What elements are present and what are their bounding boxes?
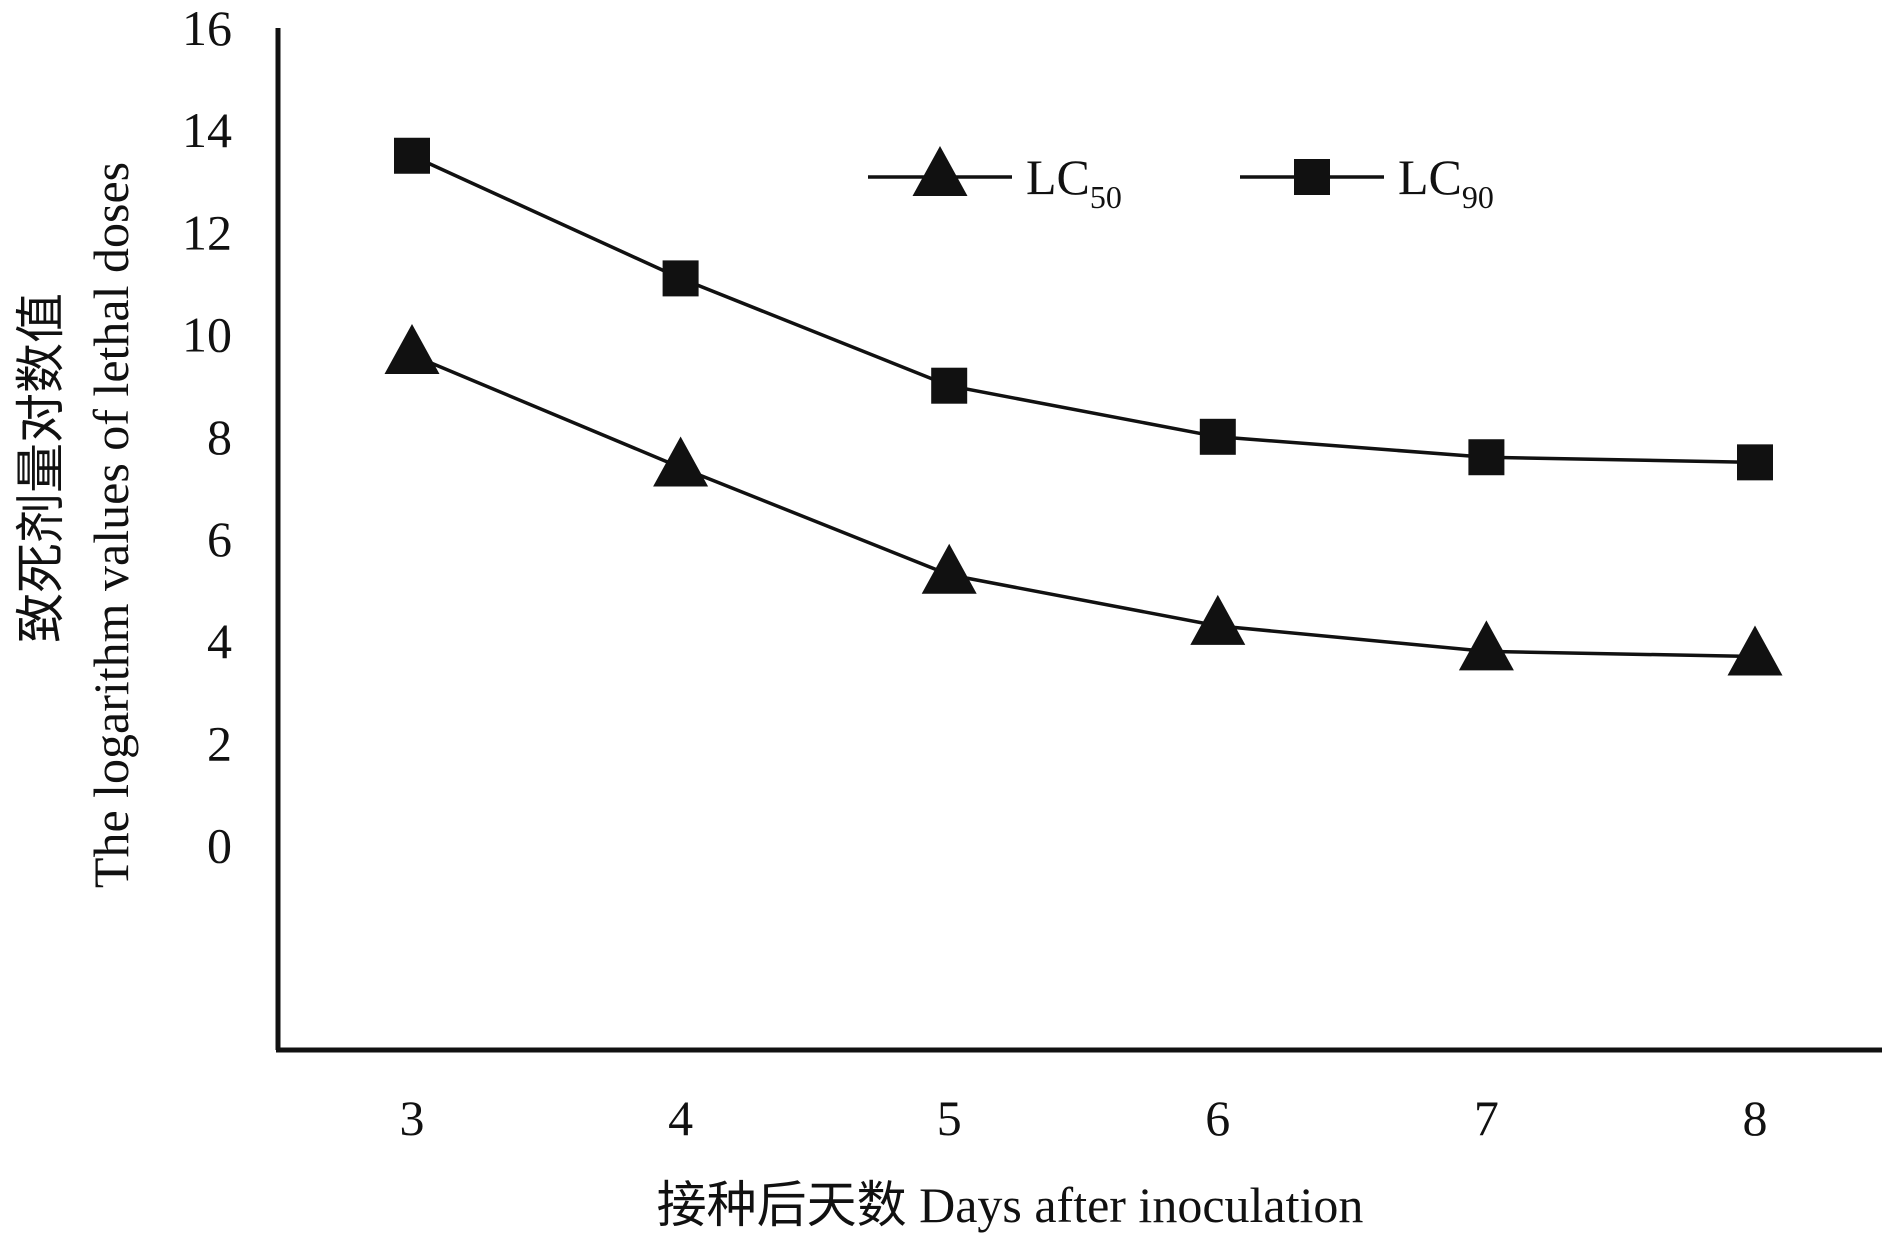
square-marker xyxy=(394,137,430,174)
y-tick-label: 2 xyxy=(207,715,232,771)
square-marker xyxy=(662,260,699,297)
series-lines xyxy=(411,154,1756,659)
y-tick-label: 4 xyxy=(207,613,232,669)
square-marker xyxy=(1468,439,1505,476)
x-tick-labels: 3 4 5 6 7 8 xyxy=(400,1090,1768,1146)
legend-label: LC50 xyxy=(1026,149,1122,215)
triangle-marker xyxy=(384,324,440,375)
square-marker xyxy=(931,367,968,404)
triangle-marker xyxy=(653,436,709,487)
x-tick-label: 7 xyxy=(1474,1090,1499,1146)
legend: LC50 LC90 xyxy=(868,146,1494,215)
x-tick-label: 3 xyxy=(400,1090,425,1146)
triangle-marker xyxy=(1458,620,1514,671)
legend-label: LC90 xyxy=(1398,149,1494,215)
triangle-marker xyxy=(921,543,977,594)
y-tick-label: 14 xyxy=(182,102,232,158)
triangle-marker xyxy=(1727,625,1783,676)
y-tick-label: 12 xyxy=(182,204,232,260)
y-tick-label: 8 xyxy=(207,409,232,465)
y-tick-label: 16 xyxy=(182,0,232,56)
y-tick-label: 10 xyxy=(182,307,232,363)
square-marker xyxy=(1737,444,1773,481)
x-axis-title: 接种后天数 Days after inoculation xyxy=(657,1177,1364,1233)
series-line-lc90 xyxy=(411,154,1756,465)
y-tick-label: 0 xyxy=(207,818,232,874)
square-marker xyxy=(1294,159,1330,195)
triangle-marker xyxy=(912,146,968,196)
triangle-marker xyxy=(1190,594,1246,645)
y-axis-title: 致死剂量对数值 The logarithm values of lethal d… xyxy=(13,162,139,888)
x-tick-label: 6 xyxy=(1205,1090,1230,1146)
y-tick-labels: 0 2 4 6 8 10 12 14 16 xyxy=(182,0,232,874)
series-markers xyxy=(384,137,1783,676)
x-tick-label: 5 xyxy=(937,1090,962,1146)
square-marker xyxy=(1199,418,1236,455)
series-line-lc50 xyxy=(411,353,1756,659)
axes xyxy=(275,28,1882,1053)
y-axis-title-line-1: 致死剂量对数值 xyxy=(13,293,69,643)
legend-item-lc50: LC50 xyxy=(868,146,1122,215)
legend-item-lc90: LC90 xyxy=(1240,149,1494,215)
x-tick-label: 8 xyxy=(1743,1090,1768,1146)
x-tick-label: 4 xyxy=(668,1090,693,1146)
y-axis-title-line-2: The logarithm values of lethal doses xyxy=(83,162,139,888)
y-tick-label: 6 xyxy=(207,511,232,567)
